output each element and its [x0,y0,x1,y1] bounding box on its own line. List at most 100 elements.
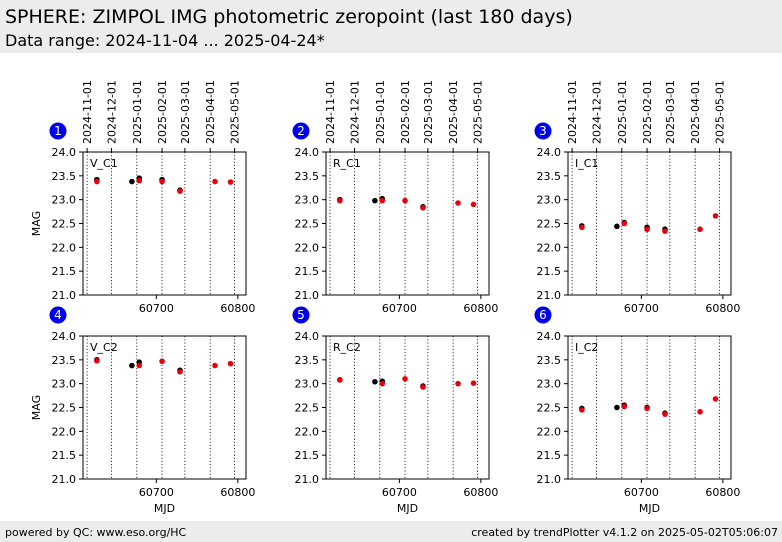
y-tick-label: 22.0 [295,241,320,254]
date-tick-label: 2024-11-01 [324,80,337,144]
panel-number-badge [292,306,310,324]
date-tick-label: 2025-01-01 [616,80,629,144]
panel-number: 5 [297,308,305,322]
y-tick-label: 21.5 [52,449,77,462]
y-tick-label: 23.5 [52,170,77,183]
date-tick-label: 2025-04-01 [447,80,460,144]
date-tick-label: 2025-02-01 [156,80,169,144]
x-tick-label: 60700 [624,302,659,315]
y-tick-label: 21.5 [295,449,320,462]
date-tick-label: 2024-12-01 [349,80,362,144]
y-tick-label: 23.0 [52,378,77,391]
date-tick-label: 2024-12-01 [591,80,604,144]
y-tick-label: 21.5 [52,265,77,278]
panel-2: 21.0 21.5 22.0 22.5 23.0 23.5 24.0 60700 60800 20… [292,80,498,315]
panel-4: 21.0 21.5 22.0 22.5 23.0 23.5 24.0 60700 60800 V_… [30,306,255,515]
date-tick-label: 2025-03-01 [422,80,435,144]
black-data-point [614,223,620,230]
y-tick-label: 23.0 [295,194,320,207]
red-data-point [159,358,165,365]
red-data-point [227,360,234,367]
y-tick-label: 21.0 [295,473,320,486]
panel-1: 21.0 21.5 22.0 22.5 23.0 23.5 24.0 60700 60800 20… [30,80,255,315]
y-axis-label: MAG [30,395,43,420]
y-tick-label: 23.0 [537,378,562,391]
red-data-point [621,403,628,410]
x-tick-label: 60700 [139,486,174,499]
date-tick-label: 2025-05-01 [229,80,242,144]
y-tick-label: 23.0 [295,378,320,391]
red-data-point [712,213,719,219]
panel-number-badge [49,306,67,324]
date-tick-label: 2025-01-01 [131,80,144,144]
panel-number-badge [292,122,310,140]
black-data-point [372,197,378,204]
panel-5: 21.0 21.5 22.0 22.5 23.0 23.5 24.0 60700 60800 R_… [292,306,498,515]
panel-number: 1 [54,124,62,138]
y-tick-label: 22.0 [295,425,320,438]
red-data-point [662,411,668,417]
y-tick-label: 21.0 [52,289,77,302]
black-data-point [129,362,135,369]
panel-label: R_C2 [333,341,361,354]
y-tick-label: 21.5 [537,449,562,462]
x-tick-label: 60700 [139,302,174,315]
x-axis-label: MJD [154,502,175,515]
x-axis-label: MJD [639,502,660,515]
y-tick-label: 23.5 [295,354,320,367]
y-tick-label: 22.5 [52,218,77,231]
date-tick-label: 2025-03-01 [179,80,192,144]
date-tick-label: 2025-02-01 [641,80,654,144]
red-data-point [470,201,477,208]
footer-created-by: created by trendPlotter v4.1.2 on 2025-0… [471,526,778,539]
red-data-point [337,377,343,383]
red-data-point [337,197,343,204]
y-tick-label: 23.5 [295,170,320,183]
red-data-point [455,200,461,206]
y-tick-label: 22.5 [537,402,562,415]
y-tick-label: 21.0 [52,473,77,486]
red-data-point [402,376,408,382]
x-tick-label: 60800 [705,302,740,315]
panel-number: 6 [539,308,547,322]
y-tick-label: 23.0 [537,194,562,207]
red-data-point [94,357,100,364]
panel-6: 21.0 21.5 22.0 22.5 23.0 23.5 24.0 60700 60800 I_… [534,306,740,515]
plot-frame [82,151,247,296]
red-data-point [455,380,461,387]
panel-number-badge [534,122,552,140]
red-data-point [379,380,386,387]
red-data-point [379,197,386,204]
red-data-point [177,188,183,194]
red-data-point [697,226,703,233]
y-tick-label: 24.0 [52,330,77,343]
plot-frame [82,335,247,480]
red-data-point [94,178,100,185]
y-tick-label: 22.5 [295,402,320,415]
red-data-point [136,177,143,184]
y-tick-label: 21.5 [537,265,562,278]
y-tick-label: 21.5 [295,265,320,278]
x-tick-label: 60700 [624,486,659,499]
plot-frame [567,151,732,296]
header-bar: SPHERE: ZIMPOL IMG photometric zeropoint… [0,0,782,53]
plot-frame [325,151,490,296]
red-data-point [227,179,234,185]
y-tick-label: 23.0 [52,194,77,207]
date-tick-label: 2024-11-01 [81,80,94,144]
date-tick-label: 2025-04-01 [204,80,217,144]
black-data-point [372,378,378,385]
y-tick-label: 22.5 [537,218,562,231]
panel-number-badge [49,122,67,140]
data-range-subtitle: Data range: 2024-11-04 ... 2025-04-24* [5,31,325,50]
page-title: SPHERE: ZIMPOL IMG photometric zeropoint… [5,6,573,28]
date-tick-label: 2025-02-01 [399,80,412,144]
x-tick-label: 60800 [463,486,498,499]
y-tick-label: 22.5 [52,402,77,415]
x-tick-label: 60800 [463,302,498,315]
footer-powered-by: powered by QC: www.eso.org/HC [5,526,187,539]
red-data-point [697,408,703,415]
y-tick-label: 23.5 [52,354,77,367]
red-data-point [420,384,426,390]
